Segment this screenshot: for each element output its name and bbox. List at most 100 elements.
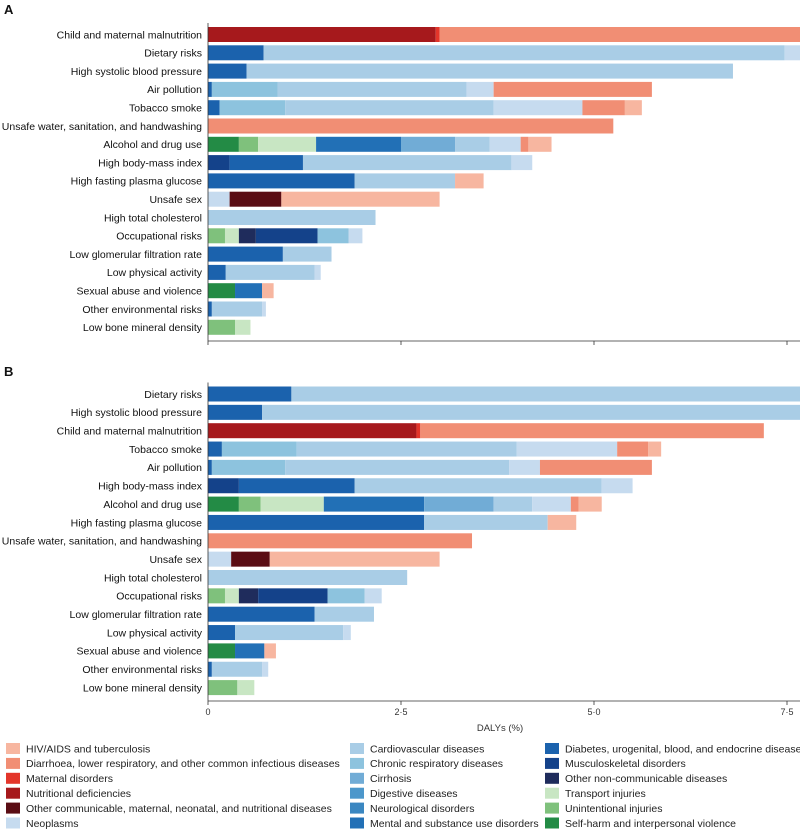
bar-segment-hiv-aids-and-tuberculosis (648, 441, 662, 457)
bar-segment-transport-injuries (258, 136, 317, 152)
bar-segment-transport-injuries (260, 496, 324, 512)
bar-segment-transport-injuries (235, 319, 251, 335)
bar-row-high-body-mass-index: High body-mass index (98, 155, 533, 171)
x-tick-label: 7·5 (780, 707, 793, 717)
category-label: High systolic blood pressure (71, 66, 202, 78)
category-label: Unsafe water, sanitation, and handwashin… (2, 536, 202, 548)
bar-segment-cardiovascular-diseases (493, 496, 533, 512)
legend-item-hiv-aids-and-tuberculosis: HIV/AIDS and tuberculosis (6, 743, 150, 755)
bar-row-low-glomerular-filtration-rate: Low glomerular filtration rate (70, 246, 332, 262)
category-label: Child and maternal malnutrition (57, 426, 202, 438)
bar-segment-diarrhoea-lower-respiratory-and-other-common-infectious-diseases (208, 118, 614, 134)
bar-segment-musculoskeletal-disorders (208, 478, 239, 494)
category-label: High fasting plasma glucose (71, 176, 202, 188)
legend-label: HIV/AIDS and tuberculosis (26, 743, 150, 755)
panel-a: A Child and maternal malnutrition Dietary … (2, 2, 800, 345)
bar-segment-cardiovascular-diseases (263, 45, 785, 61)
category-label: High total cholesterol (104, 572, 202, 584)
bar-segment-neoplasms (511, 155, 533, 171)
bar-segment-musculoskeletal-disorders (258, 588, 328, 604)
bar-segment-transport-injuries (224, 228, 239, 244)
bar-segment-chronic-respiratory-diseases (327, 588, 365, 604)
bar-row-unsafe-water-sanitation-and-handwashing: Unsafe water, sanitation, and handwashin… (2, 533, 473, 549)
legend-swatch (545, 772, 559, 784)
bar-segment-diabetes-urogenital-blood-and-endocrine-diseases (208, 63, 247, 79)
bar-row-low-bone-mineral-density: Low bone mineral density (83, 680, 255, 696)
category-label: High total cholesterol (104, 212, 202, 224)
category-label: Low bone mineral density (83, 682, 203, 694)
category-label: Dietary risks (144, 389, 202, 401)
legend-label: Other communicable, maternal, neonatal, … (26, 803, 332, 815)
bar-row-air-pollution: Air pollution (147, 459, 652, 475)
legend-swatch (545, 802, 559, 814)
category-label: High fasting plasma glucose (71, 517, 202, 529)
bar-segment-cardiovascular-diseases (225, 264, 315, 280)
bar-segment-cardiovascular-diseases (424, 514, 548, 530)
bar-segment-transport-injuries (224, 588, 239, 604)
legend-item-chronic-respiratory-diseases: Chronic respiratory diseases (350, 757, 503, 770)
bar-segment-cardiovascular-diseases (208, 210, 376, 225)
bar-row-high-systolic-blood-pressure: High systolic blood pressure (71, 404, 800, 420)
category-label: Unsafe water, sanitation, and handwashin… (2, 121, 202, 133)
bar-row-high-fasting-plasma-glucose: High fasting plasma glucose (71, 173, 484, 189)
legend-label: Mental and substance use disorders (370, 818, 539, 830)
bar-segment-neoplasms (509, 459, 540, 475)
bar-segment-diabetes-urogenital-blood-and-endocrine-diseases (208, 625, 236, 641)
legend-item-musculoskeletal-disorders: Musculoskeletal disorders (545, 757, 686, 770)
category-label: Low glomerular filtration rate (70, 249, 203, 261)
bar-row-low-bone-mineral-density: Low bone mineral density (83, 319, 251, 335)
bar-segment-mental-and-substance-use-disorders (316, 136, 401, 152)
legend-label: Diabetes, urogenital, blood, and endocri… (565, 743, 800, 755)
legend-swatch (545, 817, 559, 829)
category-label: High body-mass index (98, 157, 203, 169)
legend-item-maternal-disorders: Maternal disorders (6, 772, 113, 785)
legend-label: Self-harm and interpersonal violence (565, 818, 736, 830)
bar-segment-musculoskeletal-disorders (255, 228, 318, 244)
legend-swatch (6, 743, 20, 754)
legend-item-cardiovascular-diseases: Cardiovascular diseases (350, 743, 484, 755)
legend-item-other-non-communicable-diseases: Other non-communicable diseases (545, 772, 727, 785)
bar-segment-maternal-disorders (435, 27, 440, 42)
bar-row-tobacco-smoke: Tobacco smoke (129, 100, 642, 116)
bar-segment-diabetes-urogenital-blood-and-endocrine-diseases (208, 459, 212, 475)
bar-segment-diarrhoea-lower-respiratory-and-other-common-infectious-diseases (493, 81, 652, 97)
bar-row-child-and-maternal-malnutrition: Child and maternal malnutrition (57, 27, 800, 42)
bar-segment-diabetes-urogenital-blood-and-endocrine-diseases (208, 661, 212, 677)
bar-row-unsafe-water-sanitation-and-handwashing: Unsafe water, sanitation, and handwashin… (2, 118, 614, 134)
legend-item-nutritional-deficiencies: Nutritional deficiencies (6, 787, 131, 800)
bar-segment-chronic-respiratory-diseases (211, 81, 278, 97)
bar-segment-self-harm-and-interpersonal-violence (208, 496, 239, 512)
bar-segment-cardiovascular-diseases (455, 136, 490, 152)
legend-item-mental-and-substance-use-disorders: Mental and substance use disorders (350, 817, 539, 830)
legend-item-transport-injuries: Transport injuries (545, 787, 646, 800)
bar-segment-neoplasms (601, 478, 633, 494)
legend-swatch (545, 743, 559, 754)
bar-segment-self-harm-and-interpersonal-violence (208, 283, 236, 299)
x-tick-label: 0 (205, 707, 210, 717)
bar-segment-cardiovascular-diseases (296, 441, 517, 457)
bar-row-high-body-mass-index: High body-mass index (98, 478, 633, 494)
bar-segment-hiv-aids-and-tuberculosis (281, 191, 440, 207)
legend-swatch (6, 817, 20, 829)
bar-segment-unintentional-injuries (208, 588, 225, 604)
bar-segment-cardiovascular-diseases (211, 661, 263, 677)
legend-swatch (6, 772, 20, 784)
bar-segment-hiv-aids-and-tuberculosis (528, 136, 552, 152)
bar-segment-diarrhoea-lower-respiratory-and-other-common-infectious-diseases (439, 27, 800, 42)
category-label: Air pollution (147, 462, 202, 474)
bar-segment-neoplasms (314, 264, 321, 280)
legend-item-neurological-disorders: Neurological disorders (350, 802, 474, 815)
legend-item-other-communicable-maternal-neonatal-and-nutritional-diseases: Other communicable, maternal, neonatal, … (6, 802, 332, 815)
legend-swatch (6, 787, 20, 799)
panel-b: B Dietary risks High systolic blood pressu… (2, 364, 800, 734)
category-label: Alcohol and drug use (103, 499, 202, 511)
bar-segment-neoplasms (348, 228, 363, 244)
bar-segment-cardiovascular-diseases (314, 606, 374, 622)
bar-row-low-physical-activity: Low physical activity (107, 625, 351, 641)
category-label: Sexual abuse and violence (76, 646, 202, 658)
bar-segment-unintentional-injuries (208, 680, 238, 696)
bar-segment-cardiovascular-diseases (302, 155, 512, 171)
bar-segment-diabetes-urogenital-blood-and-endocrine-diseases (208, 514, 425, 530)
bar-row-high-fasting-plasma-glucose: High fasting plasma glucose (71, 514, 577, 530)
legend-swatch (545, 757, 559, 769)
